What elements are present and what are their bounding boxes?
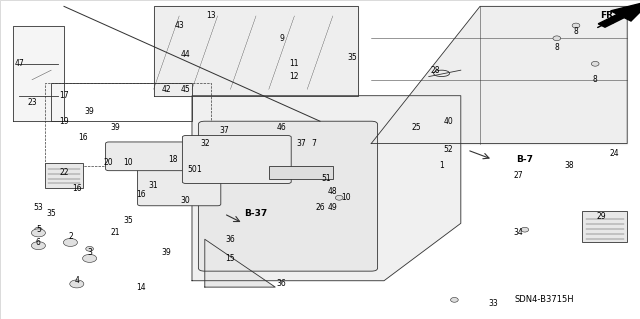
Polygon shape xyxy=(13,26,64,121)
Text: B-7: B-7 xyxy=(516,155,533,164)
Text: 7: 7 xyxy=(311,139,316,148)
Text: 6: 6 xyxy=(36,238,41,247)
Polygon shape xyxy=(205,239,275,287)
Text: 35: 35 xyxy=(123,216,133,225)
Text: 16: 16 xyxy=(136,190,146,199)
Ellipse shape xyxy=(451,297,458,302)
Text: 19: 19 xyxy=(59,117,69,126)
Bar xyxy=(51,83,192,121)
Text: 8: 8 xyxy=(593,75,598,84)
Text: 34: 34 xyxy=(513,228,524,237)
Text: 33: 33 xyxy=(488,299,498,308)
Text: 29: 29 xyxy=(596,212,607,221)
Text: 3: 3 xyxy=(87,248,92,256)
Bar xyxy=(269,166,333,179)
Text: 11: 11 xyxy=(290,59,299,68)
Text: 47: 47 xyxy=(14,59,24,68)
Polygon shape xyxy=(192,96,461,281)
Text: 42: 42 xyxy=(161,85,172,94)
Ellipse shape xyxy=(31,242,45,249)
Text: SDN4-B3715H: SDN4-B3715H xyxy=(514,295,574,304)
Text: 46: 46 xyxy=(276,123,287,132)
Text: 20: 20 xyxy=(104,158,114,167)
Text: 39: 39 xyxy=(110,123,120,132)
Ellipse shape xyxy=(335,195,343,200)
Text: 35: 35 xyxy=(347,53,357,62)
Text: 35: 35 xyxy=(46,209,56,218)
Ellipse shape xyxy=(86,246,93,251)
Polygon shape xyxy=(154,6,358,96)
Text: 44: 44 xyxy=(180,50,191,59)
Text: 28: 28 xyxy=(431,66,440,75)
Text: 10: 10 xyxy=(123,158,133,167)
Ellipse shape xyxy=(70,280,84,288)
Text: 16: 16 xyxy=(72,184,82,193)
Text: 26: 26 xyxy=(315,203,325,212)
Ellipse shape xyxy=(35,227,42,232)
Ellipse shape xyxy=(521,227,529,232)
Text: 51: 51 xyxy=(321,174,332,183)
Ellipse shape xyxy=(83,255,97,262)
Text: 23: 23 xyxy=(27,98,37,107)
Text: 14: 14 xyxy=(136,283,146,292)
Text: 12: 12 xyxy=(290,72,299,81)
Text: 10: 10 xyxy=(340,193,351,202)
Text: 5: 5 xyxy=(36,225,41,234)
Text: 17: 17 xyxy=(59,91,69,100)
Text: 21: 21 xyxy=(111,228,120,237)
Text: 30: 30 xyxy=(180,197,191,205)
Text: 8: 8 xyxy=(554,43,559,52)
Text: 43: 43 xyxy=(174,21,184,30)
Text: 38: 38 xyxy=(564,161,575,170)
Text: 15: 15 xyxy=(225,254,236,263)
Text: 37: 37 xyxy=(219,126,229,135)
Text: 2: 2 xyxy=(68,232,73,241)
Text: 52: 52 xyxy=(443,145,453,154)
FancyBboxPatch shape xyxy=(198,121,378,271)
Ellipse shape xyxy=(31,229,45,237)
Text: 25: 25 xyxy=(411,123,421,132)
Ellipse shape xyxy=(572,23,580,28)
Bar xyxy=(45,163,83,188)
Text: B-37: B-37 xyxy=(244,209,268,218)
FancyBboxPatch shape xyxy=(182,136,291,183)
Text: 1: 1 xyxy=(439,161,444,170)
Text: 24: 24 xyxy=(609,149,620,158)
Bar xyxy=(582,211,627,242)
Text: FR.: FR. xyxy=(600,11,616,20)
Text: 36: 36 xyxy=(276,279,287,288)
FancyBboxPatch shape xyxy=(106,142,189,171)
Text: 18: 18 xyxy=(168,155,177,164)
Text: 1: 1 xyxy=(196,165,201,174)
Text: 45: 45 xyxy=(180,85,191,94)
Text: 53: 53 xyxy=(33,203,44,212)
Text: 48: 48 xyxy=(328,187,338,196)
Text: 22: 22 xyxy=(60,168,68,177)
Ellipse shape xyxy=(63,239,77,247)
FancyArrow shape xyxy=(598,1,640,27)
Text: 49: 49 xyxy=(328,203,338,212)
Text: 16: 16 xyxy=(78,133,88,142)
Text: 9: 9 xyxy=(279,34,284,43)
Text: 36: 36 xyxy=(225,235,236,244)
Text: 31: 31 xyxy=(148,181,159,189)
Text: 13: 13 xyxy=(206,11,216,20)
Ellipse shape xyxy=(591,61,599,66)
Ellipse shape xyxy=(553,36,561,41)
Text: 4: 4 xyxy=(74,276,79,285)
Polygon shape xyxy=(371,6,627,144)
Text: 8: 8 xyxy=(573,27,579,36)
Text: 37: 37 xyxy=(296,139,306,148)
FancyBboxPatch shape xyxy=(138,164,221,206)
Text: 50: 50 xyxy=(187,165,197,174)
Text: 40: 40 xyxy=(443,117,453,126)
Text: 32: 32 xyxy=(200,139,210,148)
Text: 39: 39 xyxy=(84,107,95,116)
Text: 27: 27 xyxy=(513,171,524,180)
Text: 39: 39 xyxy=(161,248,172,256)
